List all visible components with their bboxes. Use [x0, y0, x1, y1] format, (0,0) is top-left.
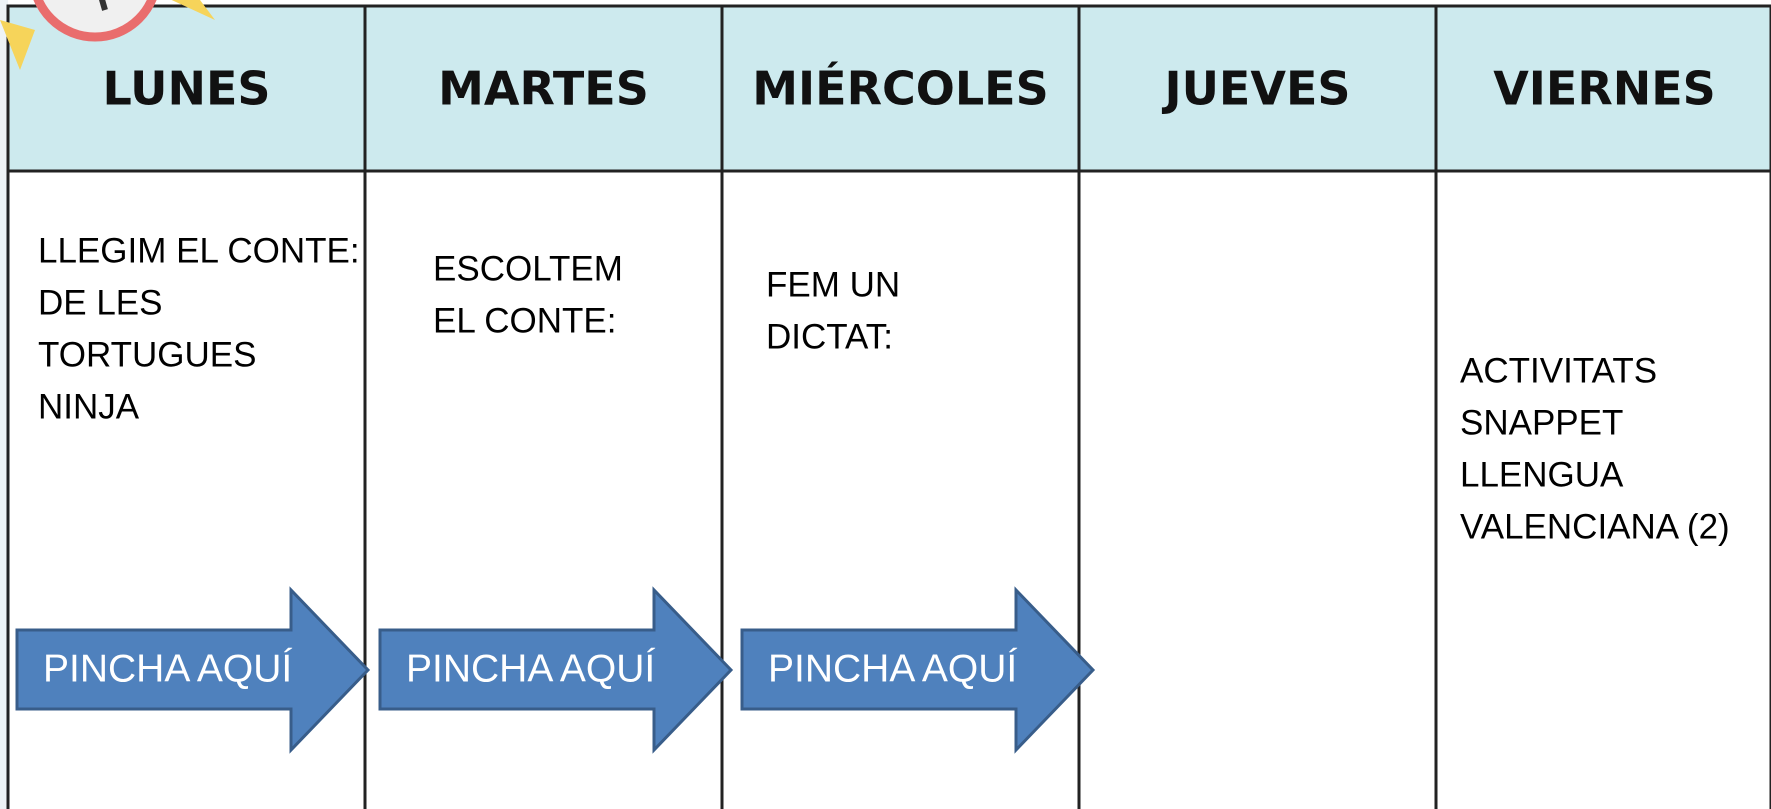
cell-text: ACTIVITATS	[1460, 351, 1657, 390]
pincha-button[interactable]: PINCHA AQUÍ	[15, 586, 371, 754]
cell-text: DICTAT:	[766, 317, 893, 356]
cell-text: DE LES	[38, 283, 163, 322]
button-label[interactable]: PINCHA AQUÍ	[768, 647, 1017, 690]
day-header: MIÉRCOLES	[752, 62, 1048, 116]
cell-text: ESCOLTEM	[433, 249, 623, 288]
header-row	[6, 4, 1771, 173]
cell-text: LLENGUA	[1460, 455, 1624, 494]
cell-text: NINJA	[38, 387, 140, 426]
cell-text: EL CONTE:	[433, 301, 616, 340]
cell-text: SNAPPET	[1460, 403, 1623, 442]
cell-text: LLEGIM EL CONTE:	[38, 231, 360, 270]
content: LUNES MARTES MIÉRCOLES JUEVES VIERNES LLEGIM …	[15, 62, 1730, 754]
pincha-button[interactable]: PINCHA AQUÍ	[740, 586, 1096, 754]
day-header: VIERNES	[1493, 62, 1716, 116]
pincha-button[interactable]: PINCHA AQUÍ	[378, 586, 734, 754]
day-header: JUEVES	[1161, 62, 1350, 116]
cell-text: TORTUGUES	[38, 335, 256, 374]
arrow-shape	[15, 586, 371, 754]
page-edge	[0, 0, 8, 809]
day-header: LUNES	[102, 62, 270, 116]
clock-icon	[0, 0, 215, 70]
arrow-shape	[740, 586, 1096, 754]
cell-text: VALENCIANA (2)	[1460, 507, 1730, 546]
button-label[interactable]: PINCHA AQUÍ	[43, 647, 292, 690]
button-label[interactable]: PINCHA AQUÍ	[406, 647, 655, 690]
arrow-shape	[378, 586, 734, 754]
day-header: MARTES	[438, 62, 649, 116]
cell-text: FEM UN	[766, 265, 900, 304]
